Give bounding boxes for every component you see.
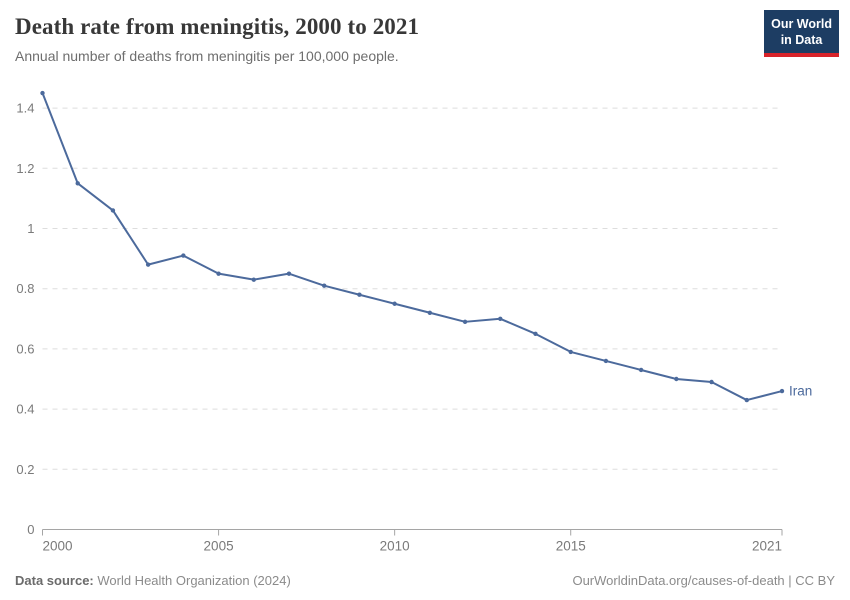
x-tick-label: 2010 — [380, 539, 410, 554]
x-tick-label: 2000 — [43, 539, 73, 554]
y-tick-label: 1.2 — [16, 161, 34, 176]
y-tick-label: 0.6 — [16, 341, 34, 356]
chart-footer: Data source: World Health Organization (… — [15, 573, 835, 588]
data-point — [427, 310, 433, 315]
chart-title: Death rate from meningitis, 2000 to 2021 — [15, 14, 420, 39]
data-source-value: World Health Organization (2024) — [93, 573, 291, 588]
y-tick-label: 0.8 — [16, 281, 34, 296]
data-point — [286, 271, 292, 276]
chart-header: Death rate from meningitis, 2000 to 2021… — [15, 14, 760, 64]
data-point — [145, 262, 151, 267]
data-source: Data source: World Health Organization (… — [15, 573, 291, 588]
data-point — [251, 277, 256, 282]
chart-subtitle: Annual number of deaths from meningitis … — [15, 48, 399, 64]
data-point — [779, 388, 785, 394]
data-point — [357, 292, 362, 297]
data-point — [498, 316, 503, 321]
data-point — [181, 253, 186, 258]
data-point — [638, 367, 644, 373]
data-point — [744, 397, 749, 403]
data-point — [322, 283, 327, 288]
data-point — [40, 90, 45, 96]
owid-logo-line2: in Data — [780, 32, 823, 47]
data-point — [674, 376, 679, 382]
y-tick-label: 0.2 — [16, 462, 34, 477]
series-line-iran — [41, 92, 783, 402]
owid-logo: Our World in Data — [764, 10, 839, 58]
y-tick-label: 0.4 — [16, 402, 34, 417]
data-point — [462, 319, 468, 325]
x-tick-label: 2015 — [556, 539, 586, 554]
data-point — [533, 331, 538, 337]
data-source-label: Data source: — [15, 573, 94, 588]
attribution: OurWorldinData.org/causes-of-death | CC … — [572, 573, 835, 588]
data-point — [75, 181, 80, 186]
data-point — [110, 208, 116, 213]
x-tick-label: 2005 — [204, 539, 234, 554]
owid-logo-line1: Our World — [771, 17, 832, 31]
data-point — [568, 349, 573, 355]
x-tick-label: 2021 — [752, 539, 782, 554]
y-tick-label: 1.4 — [16, 101, 34, 116]
y-tick-label: 0 — [27, 522, 34, 537]
series-end-label: Iran — [789, 384, 812, 399]
data-point — [709, 379, 714, 385]
y-tick-label: 1 — [27, 221, 34, 236]
data-point — [603, 358, 609, 364]
data-point — [392, 301, 397, 306]
data-point — [216, 271, 221, 276]
